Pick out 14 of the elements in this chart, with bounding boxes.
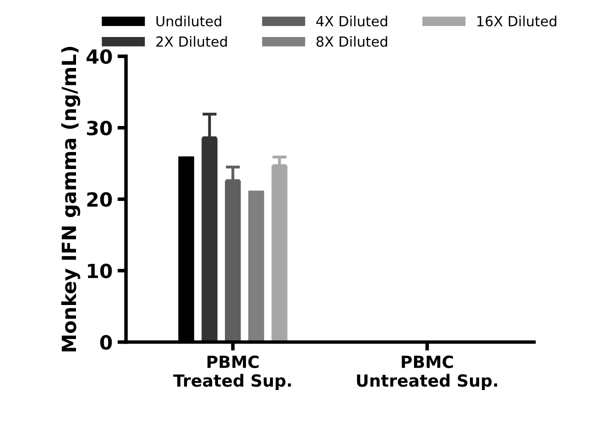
legend-label: Undiluted [156, 16, 222, 26]
x-tick-label: PBMC Treated Sup. [173, 356, 291, 390]
x-tick-label: PBMC Untreated Sup. [357, 356, 498, 390]
y-tick-label: 10 [88, 264, 112, 278]
legend-label: 2X Diluted [156, 36, 227, 47]
y-tick-label: 40 [86, 49, 112, 64]
legend-label: 16X Diluted [477, 16, 556, 26]
bar [248, 190, 264, 342]
legend-label: 8X Diluted [316, 36, 388, 47]
y-axis-title: Monkey IFN gamma (ng/mL) [61, 46, 80, 352]
y-tick-label: 0 [100, 335, 112, 350]
y-tick-label: 20 [87, 192, 112, 207]
y-tick-label: 30 [87, 120, 112, 136]
legend-label: 4X Diluted [316, 16, 388, 26]
